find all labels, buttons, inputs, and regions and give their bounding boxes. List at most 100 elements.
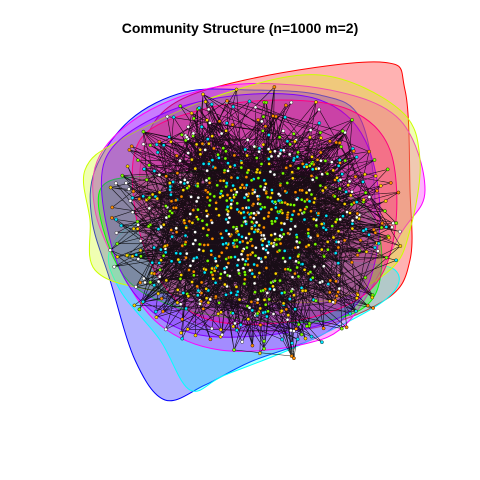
graph-node (234, 328, 239, 333)
graph-node (255, 194, 260, 198)
graph-node (290, 275, 295, 279)
graph-node (212, 146, 216, 151)
graph-node (199, 280, 204, 285)
graph-node (195, 284, 199, 289)
graph-node (285, 181, 290, 185)
graph-node (316, 166, 321, 171)
graph-node (231, 324, 235, 329)
graph-node (384, 255, 389, 260)
graph-node (229, 255, 233, 260)
graph-node (112, 264, 116, 269)
graph-node (204, 178, 209, 183)
graph-node (333, 178, 337, 182)
graph-node (178, 302, 183, 307)
graph-node (361, 180, 365, 184)
graph-node (286, 231, 290, 236)
graph-node (202, 243, 207, 247)
graph-node (132, 303, 137, 308)
graph-node (307, 188, 312, 192)
graph-node (205, 233, 210, 238)
graph-node (296, 212, 301, 216)
graph-node (348, 211, 352, 215)
graph-node (258, 230, 263, 235)
graph-node (355, 211, 360, 216)
graph-node (224, 184, 228, 189)
graph-node (203, 148, 207, 152)
graph-node (224, 257, 228, 261)
graph-node (138, 239, 143, 243)
graph-node (293, 271, 297, 276)
graph-node (199, 291, 204, 295)
graph-node (183, 138, 188, 143)
graph-node (252, 275, 257, 279)
graph-node (238, 240, 242, 244)
graph-node (227, 232, 231, 236)
graph-node (256, 197, 261, 202)
graph-node (235, 289, 240, 294)
graph-node (273, 278, 277, 283)
graph-node (334, 279, 338, 284)
graph-node (197, 106, 201, 110)
graph-node (349, 202, 354, 207)
graph-node (330, 224, 335, 228)
graph-node (244, 236, 248, 240)
graph-node (261, 129, 265, 133)
graph-node (196, 207, 200, 212)
graph-node (380, 221, 385, 226)
graph-node (232, 153, 237, 158)
graph-node (206, 300, 211, 305)
graph-node (243, 272, 247, 277)
graph-node (240, 234, 244, 239)
graph-node (257, 223, 262, 228)
graph-node (319, 247, 324, 252)
graph-node (240, 257, 245, 262)
graph-node (221, 178, 226, 183)
graph-node (204, 267, 208, 272)
graph-node (233, 255, 237, 259)
graph-node (247, 232, 251, 236)
graph-node (279, 308, 284, 313)
graph-node (272, 287, 277, 292)
graph-node (227, 215, 232, 220)
graph-node (245, 241, 250, 245)
graph-node (337, 141, 342, 145)
graph-node (342, 202, 347, 206)
graph-node (245, 153, 249, 158)
graph-node (200, 218, 205, 223)
graph-node (252, 262, 256, 267)
graph-node (240, 249, 245, 253)
graph-node (373, 245, 377, 250)
graph-node (290, 176, 295, 181)
graph-node (244, 183, 249, 187)
graph-node (263, 302, 268, 307)
graph-node (288, 163, 293, 168)
graph-node (378, 183, 383, 188)
graph-node (170, 211, 174, 215)
graph-node (290, 170, 295, 174)
graph-node (205, 214, 209, 218)
graph-node (142, 167, 146, 171)
graph-node (245, 253, 250, 257)
graph-node (294, 239, 299, 244)
graph-node (187, 219, 192, 224)
graph-node (367, 149, 371, 154)
graph-node (181, 188, 186, 192)
graph-node (218, 195, 222, 200)
graph-node (255, 263, 260, 268)
graph-node (228, 164, 232, 169)
graph-node (205, 168, 209, 173)
graph-node (253, 105, 258, 110)
graph-node (331, 168, 336, 173)
graph-node (222, 168, 227, 173)
graph-node (350, 189, 354, 194)
graph-node (238, 323, 243, 327)
graph-node (234, 87, 239, 92)
graph-node (229, 202, 233, 206)
graph-node (227, 274, 232, 278)
graph-node (331, 235, 336, 240)
graph-node (273, 271, 278, 276)
graph-node (159, 258, 163, 262)
graph-node (249, 237, 254, 242)
graph-node (205, 137, 210, 141)
graph-node (231, 311, 235, 316)
